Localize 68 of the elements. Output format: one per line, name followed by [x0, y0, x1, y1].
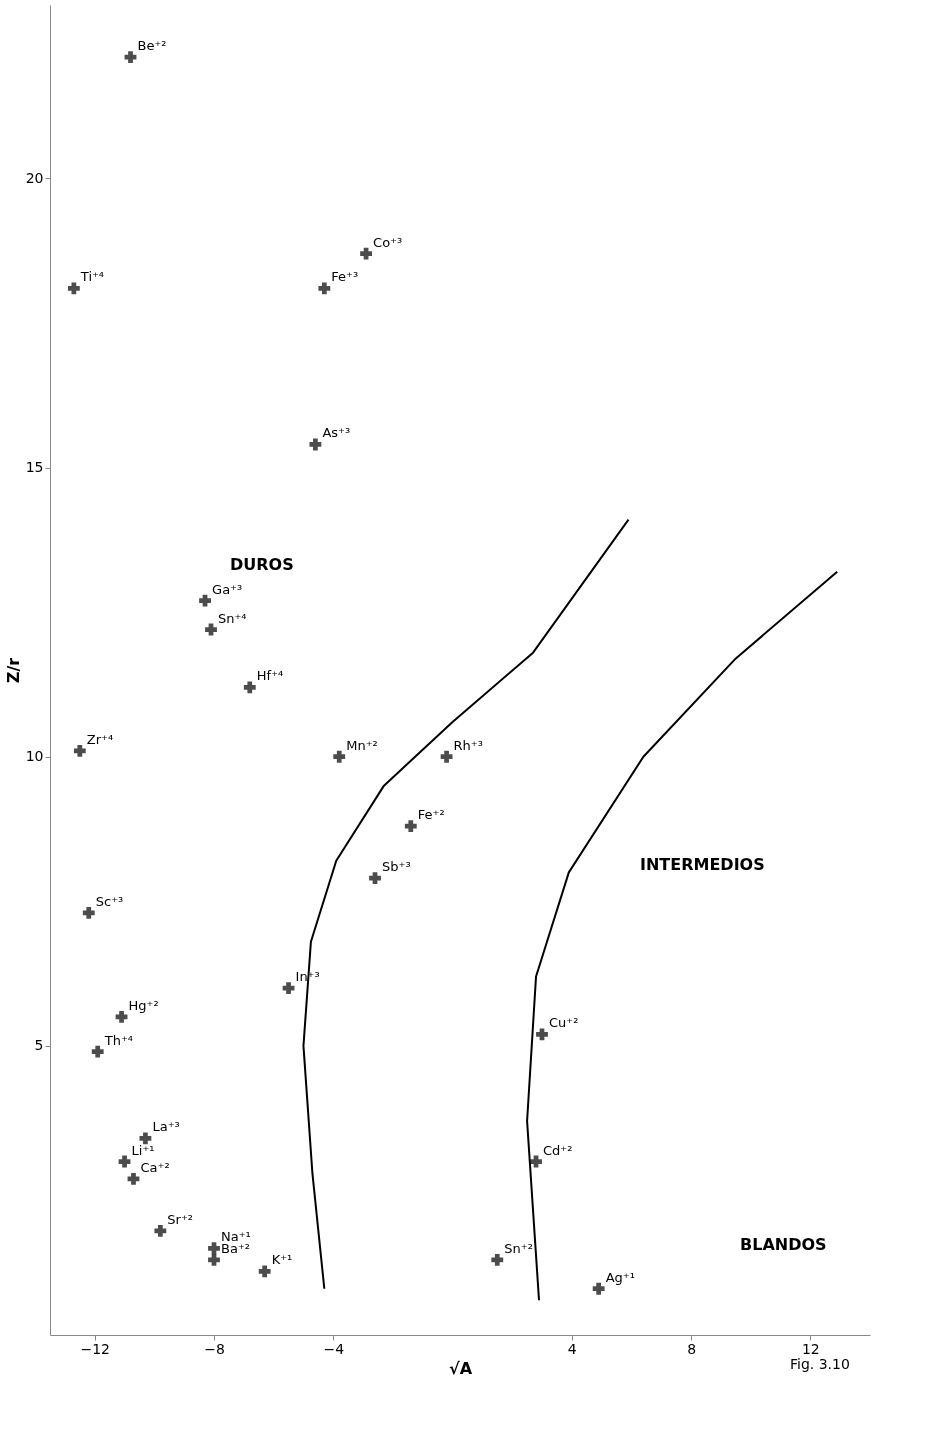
- point: [73, 745, 86, 757]
- point: [67, 282, 80, 295]
- annotation: Fe⁺²: [417, 807, 445, 823]
- point: [91, 1045, 104, 1058]
- x-tick-label: −8: [204, 1340, 225, 1357]
- annotation: BLANDOS: [740, 1235, 827, 1254]
- point: [82, 906, 95, 919]
- annotation: Th⁺⁴: [103, 1032, 133, 1048]
- point: [404, 820, 417, 833]
- y-tick-label: 20: [25, 169, 44, 186]
- annotation: Rh⁺³: [453, 737, 483, 753]
- annotation: Cu⁺²: [549, 1015, 579, 1031]
- point: [118, 1155, 131, 1168]
- point: [205, 623, 217, 636]
- point: [309, 438, 322, 451]
- point: [115, 1011, 128, 1023]
- annotation: Sn⁺²: [504, 1240, 533, 1256]
- point: [199, 594, 211, 607]
- annotation: Hg⁺²: [128, 997, 159, 1013]
- x-tick-label: 8: [687, 1340, 697, 1357]
- point: [282, 982, 295, 994]
- annotation: Li⁺¹: [131, 1142, 155, 1158]
- y-axis-title: Z/r: [3, 657, 23, 684]
- point: [127, 1172, 140, 1185]
- annotation: Co⁺³: [373, 234, 403, 250]
- annotation: Ag⁺¹: [605, 1269, 635, 1285]
- point: [208, 1242, 220, 1255]
- point: [318, 282, 331, 295]
- caption: Fig. 3.10: [790, 1356, 850, 1372]
- annotation: Sb⁺³: [382, 859, 411, 875]
- annotation: Ca⁺²: [140, 1159, 170, 1175]
- annotation: Sn⁺⁴: [218, 610, 247, 626]
- y-tick-label: 10: [25, 748, 44, 765]
- annotation: Mn⁺²: [346, 737, 378, 753]
- point: [243, 681, 256, 694]
- x-tick-label: 12: [801, 1340, 820, 1357]
- annotation: Cd⁺²: [543, 1142, 573, 1158]
- x-tick-label: −12: [80, 1340, 110, 1357]
- point: [536, 1028, 548, 1041]
- annotation: DUROS: [230, 555, 294, 574]
- point: [440, 750, 453, 763]
- annotation: INTERMEDIOS: [640, 855, 765, 874]
- point: [258, 1265, 271, 1278]
- annotation: K⁺¹: [271, 1252, 293, 1268]
- annotation: Ti⁺⁴: [79, 269, 105, 285]
- annotation: Sr⁺²: [167, 1211, 193, 1227]
- point: [208, 1253, 220, 1266]
- annotation: Ga⁺³: [212, 581, 243, 597]
- annotation: Be⁺²: [137, 38, 167, 54]
- point: [154, 1225, 167, 1237]
- x-axis-title: √A: [448, 1358, 473, 1378]
- annotation: La⁺³: [152, 1119, 180, 1135]
- y-tick-label: 5: [34, 1037, 44, 1054]
- point: [139, 1132, 152, 1145]
- point: [124, 51, 137, 63]
- x-tick-label: −4: [323, 1340, 345, 1357]
- point: [491, 1253, 504, 1266]
- point: [369, 872, 381, 885]
- y-tick-label: 15: [25, 459, 44, 476]
- annotation: Fe⁺³: [331, 269, 359, 285]
- annotation: As⁺³: [322, 425, 351, 441]
- point: [333, 750, 346, 763]
- point: [360, 247, 372, 260]
- x-tick-label: 4: [567, 1340, 577, 1357]
- annotation: Sc⁺³: [95, 893, 124, 909]
- annotation: Zr⁺⁴: [86, 731, 114, 747]
- point: [592, 1282, 605, 1295]
- annotation: Hf⁺⁴: [256, 668, 284, 684]
